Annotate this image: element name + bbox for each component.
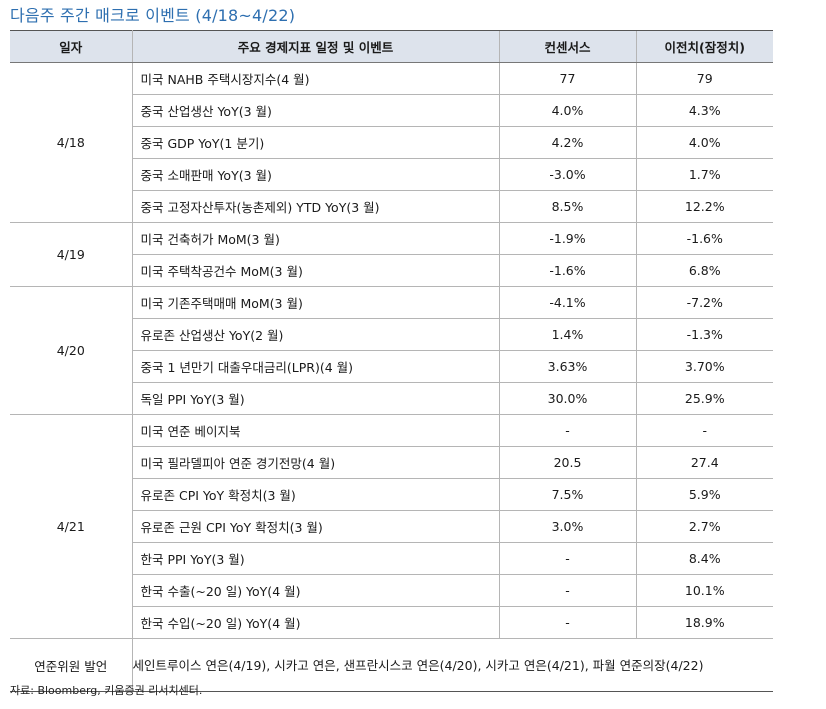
previous-cell: 8.4% [635,542,773,575]
macro-events-table: 일자 주요 경제지표 일정 및 이벤트 컨센서스 이전치(잠정치) 4/18 미국… [10,30,773,692]
date-cell: 4/20 [10,286,133,415]
table-row: 중국 소매판매 YoY(3 월) -3.0% 1.7% [10,158,773,191]
previous-cell: 79 [635,62,773,95]
consensus-cell: -1.9% [498,222,636,255]
table-row: 독일 PPI YoY(3 월) 30.0% 25.9% [10,382,773,415]
table-row: 한국 수출(~20 일) YoY(4 월) -10.1% [10,574,773,607]
event-cell: 한국 수입(~20 일) YoY(4 월) [132,606,499,639]
consensus-cell: 20.5 [498,446,636,479]
table-row: 4/20 미국 기존주택매매 MoM(3 월) -4.1% -7.2% [10,286,773,415]
table-row: 4/18 미국 NAHB 주택시장지수(4 월) 77 79 [10,62,773,223]
header-previous: 이전치(잠정치) [635,30,773,63]
table-row: 유로존 산업생산 YoY(2 월) 1.4% -1.3% [10,318,773,351]
event-cell: 중국 1 년만기 대출우대금리(LPR)(4 월) [132,350,499,383]
table-row: 중국 GDP YoY(1 분기) 4.2% 4.0% [10,126,773,159]
previous-cell: 1.7% [635,158,773,191]
date-cell: 4/18 [10,62,133,223]
previous-cell: 4.0% [635,126,773,159]
previous-cell: -1.6% [635,222,773,255]
consensus-cell: - [498,606,636,639]
previous-cell: 3.70% [635,350,773,383]
table-row: 미국 필라델피아 연준 경기전망(4 월) 20.5 27.4 [10,446,773,479]
event-cell: 한국 수출(~20 일) YoY(4 월) [132,574,499,607]
consensus-cell: 77 [498,62,636,95]
table-row: 중국 1 년만기 대출우대금리(LPR)(4 월) 3.63% 3.70% [10,350,773,383]
previous-cell: 5.9% [635,478,773,511]
consensus-cell: 3.0% [498,510,636,543]
consensus-cell: -4.1% [498,286,636,319]
table-row: 한국 PPI YoY(3 월) -8.4% [10,542,773,575]
previous-cell: 18.9% [635,606,773,639]
date-cell: 4/19 [10,222,133,287]
table-row: 유로존 CPI YoY 확정치(3 월) 7.5% 5.9% [10,478,773,511]
consensus-cell: -3.0% [498,158,636,191]
event-cell: 유로존 CPI YoY 확정치(3 월) [132,478,499,511]
page-title: 다음주 주간 매크로 이벤트 (4/18~4/22) [10,6,296,25]
consensus-cell: - [498,542,636,575]
fed-speech-row: 연준위원 발언 세인트루이스 연은(4/19), 시카고 연은, 샌프란시스코 연… [10,638,773,692]
table-row: 한국 수입(~20 일) YoY(4 월) -18.9% [10,606,773,639]
event-cell: 유로존 근원 CPI YoY 확정치(3 월) [132,510,499,543]
consensus-cell: 4.2% [498,126,636,159]
consensus-cell: 8.5% [498,190,636,223]
consensus-cell: - [498,414,636,447]
table-row: 4/19 미국 건축허가 MoM(3 월) -1.9% -1.6% [10,222,773,287]
previous-cell: 4.3% [635,94,773,127]
table-header-row: 일자 주요 경제지표 일정 및 이벤트 컨센서스 이전치(잠정치) [10,30,773,63]
consensus-cell: 7.5% [498,478,636,511]
previous-cell: 25.9% [635,382,773,415]
event-cell: 독일 PPI YoY(3 월) [132,382,499,415]
event-cell: 중국 GDP YoY(1 분기) [132,126,499,159]
table-row: 중국 산업생산 YoY(3 월) 4.0% 4.3% [10,94,773,127]
consensus-cell: 30.0% [498,382,636,415]
table-body: 4/18 미국 NAHB 주택시장지수(4 월) 77 79 중국 산업생산 YoY(3… [10,62,773,692]
consensus-cell: 3.63% [498,350,636,383]
event-cell: 유로존 산업생산 YoY(2 월) [132,318,499,351]
previous-cell: -7.2% [635,286,773,319]
consensus-cell: 4.0% [498,94,636,127]
source-note: 자료: Bloomberg, 키움증권 리서치센터. [10,684,203,697]
fed-speech-text: 세인트루이스 연은(4/19), 시카고 연은, 샌프란시스코 연은(4/20)… [132,638,773,692]
event-cell: 미국 주택착공건수 MoM(3 월) [132,254,499,287]
consensus-cell: -1.6% [498,254,636,287]
header-date: 일자 [10,30,133,63]
consensus-cell: 1.4% [498,318,636,351]
previous-cell: - [635,414,773,447]
previous-cell: 12.2% [635,190,773,223]
table-row: 4/21 미국 연준 베이지북 - - [10,414,773,639]
previous-cell: 10.1% [635,574,773,607]
date-cell: 4/21 [10,414,133,639]
table-row: 미국 주택착공건수 MoM(3 월) -1.6% 6.8% [10,254,773,287]
event-cell: 중국 고정자산투자(농촌제외) YTD YoY(3 월) [132,190,499,223]
event-cell: 중국 소매판매 YoY(3 월) [132,158,499,191]
table-row: 유로존 근원 CPI YoY 확정치(3 월) 3.0% 2.7% [10,510,773,543]
event-cell: 미국 기존주택매매 MoM(3 월) [132,286,499,319]
event-cell: 미국 필라델피아 연준 경기전망(4 월) [132,446,499,479]
consensus-cell: - [498,574,636,607]
table-row: 중국 고정자산투자(농촌제외) YTD YoY(3 월) 8.5% 12.2% [10,190,773,223]
previous-cell: 27.4 [635,446,773,479]
previous-cell: 2.7% [635,510,773,543]
header-consensus: 컨센서스 [498,30,636,63]
header-event: 주요 경제지표 일정 및 이벤트 [132,30,499,63]
event-cell: 미국 NAHB 주택시장지수(4 월) [132,62,499,95]
previous-cell: 6.8% [635,254,773,287]
previous-cell: -1.3% [635,318,773,351]
event-cell: 미국 연준 베이지북 [132,414,499,447]
fed-speech-label: 연준위원 발언 [10,638,133,692]
event-cell: 한국 PPI YoY(3 월) [132,542,499,575]
event-cell: 중국 산업생산 YoY(3 월) [132,94,499,127]
event-cell: 미국 건축허가 MoM(3 월) [132,222,499,255]
